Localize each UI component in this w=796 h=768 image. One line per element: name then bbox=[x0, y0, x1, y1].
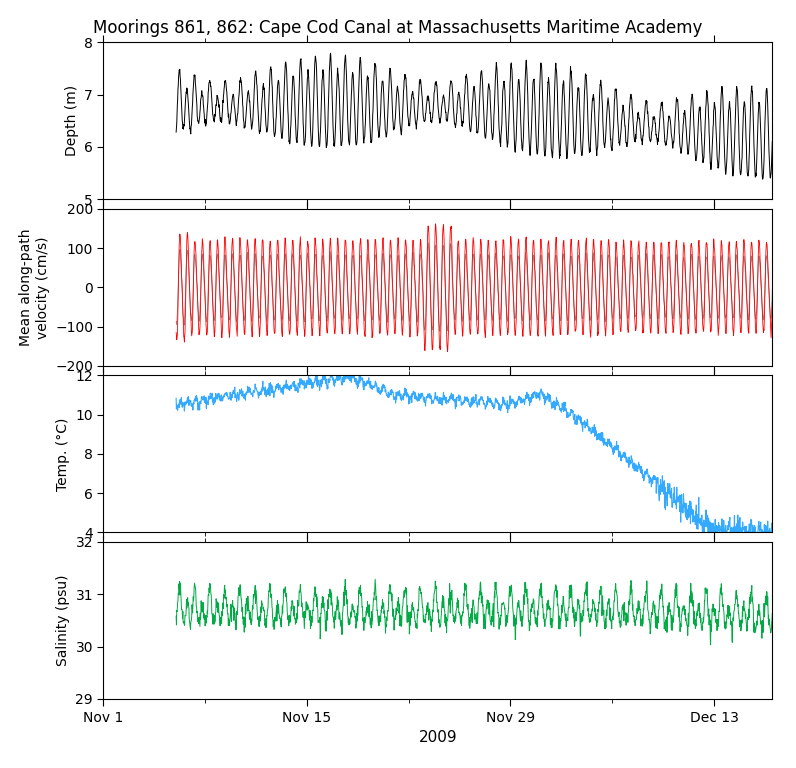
Text: Moorings 861, 862: Cape Cod Canal at Massachusetts Maritime Academy: Moorings 861, 862: Cape Cod Canal at Mas… bbox=[93, 19, 703, 37]
Y-axis label: Salinity (psu): Salinity (psu) bbox=[56, 574, 70, 666]
Y-axis label: Mean along-path
velocity (cm/s): Mean along-path velocity (cm/s) bbox=[19, 229, 49, 346]
X-axis label: 2009: 2009 bbox=[419, 730, 457, 745]
Y-axis label: Temp. (°C): Temp. (°C) bbox=[56, 417, 70, 491]
Y-axis label: Depth (m): Depth (m) bbox=[64, 85, 79, 157]
